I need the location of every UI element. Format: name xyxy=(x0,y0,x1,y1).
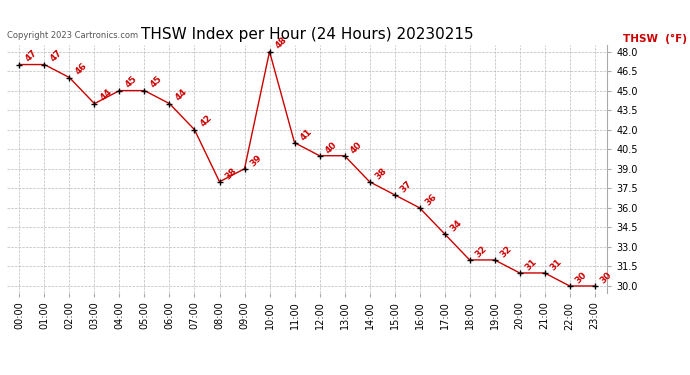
Text: 42: 42 xyxy=(199,114,214,129)
Text: 38: 38 xyxy=(374,166,389,181)
Text: 48: 48 xyxy=(274,36,289,51)
Text: 39: 39 xyxy=(248,153,264,168)
Text: 45: 45 xyxy=(124,75,139,90)
Text: THSW  (°F): THSW (°F) xyxy=(622,34,687,44)
Text: 34: 34 xyxy=(448,218,464,233)
Text: 47: 47 xyxy=(48,48,64,64)
Text: 30: 30 xyxy=(574,270,589,285)
Title: THSW Index per Hour (24 Hours) 20230215: THSW Index per Hour (24 Hours) 20230215 xyxy=(141,27,473,42)
Text: 41: 41 xyxy=(299,127,314,142)
Text: 36: 36 xyxy=(424,192,439,207)
Text: 31: 31 xyxy=(524,257,539,272)
Text: 40: 40 xyxy=(324,140,339,155)
Text: 32: 32 xyxy=(474,244,489,259)
Text: 32: 32 xyxy=(499,244,514,259)
Text: 31: 31 xyxy=(549,257,564,272)
Text: 37: 37 xyxy=(399,179,414,194)
Text: 44: 44 xyxy=(99,87,114,103)
Text: 47: 47 xyxy=(23,48,39,64)
Text: 44: 44 xyxy=(174,87,189,103)
Text: 30: 30 xyxy=(599,270,614,285)
Text: 38: 38 xyxy=(224,166,239,181)
Text: 45: 45 xyxy=(148,75,164,90)
Text: Copyright 2023 Cartronics.com: Copyright 2023 Cartronics.com xyxy=(7,31,138,40)
Text: 40: 40 xyxy=(348,140,364,155)
Text: 46: 46 xyxy=(74,62,89,77)
